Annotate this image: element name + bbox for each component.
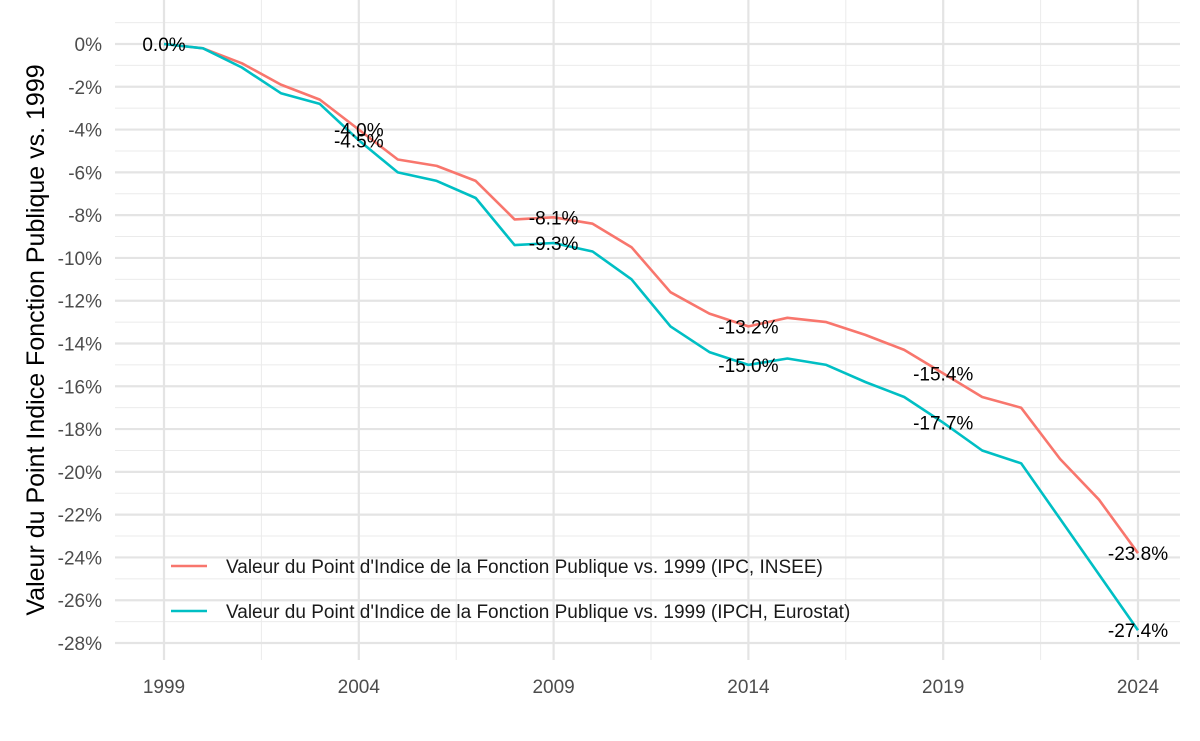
data-label: -23.8% (1108, 544, 1168, 565)
data-label: -15.0% (718, 356, 778, 377)
y-tick-label: -20% (58, 463, 102, 484)
data-label: -27.4% (1108, 621, 1168, 642)
x-tick-label: 2004 (338, 677, 381, 698)
y-tick-label: -28% (58, 634, 102, 655)
y-tick-label: 0% (75, 35, 103, 56)
x-tick-label: 2009 (532, 677, 574, 698)
y-tick-label: -4% (68, 121, 102, 142)
x-tick-label: 2019 (922, 677, 964, 698)
y-tick-label: -8% (68, 206, 102, 227)
y-tick-label: -10% (58, 249, 102, 270)
series-line-2 (163, 42, 1140, 631)
legend-label-2: Valeur du Point d'Indice de la Fonction … (226, 602, 850, 623)
data-label: 0.0% (142, 35, 185, 56)
major-gridlines (115, 0, 1180, 660)
y-axis-ticks: 0% -2% -4% -6% -8% -10% -12% -14% -16% -18% -20% -2… (58, 35, 102, 655)
x-tick-label: 2024 (1117, 677, 1160, 698)
y-tick-label: -24% (58, 548, 102, 569)
data-label: -15.4% (913, 364, 973, 385)
data-labels: 0.0% -4.0%-4.5% -8.1% -9.3% -13.2% -15.0% -15.… (142, 35, 1168, 642)
legend-label-1: Valeur du Point d'Indice de la Fonction … (226, 557, 823, 578)
x-tick-label: 2014 (727, 677, 770, 698)
series-line-1 (163, 42, 1140, 554)
data-label: -4.5% (334, 131, 384, 152)
y-tick-label: -26% (58, 591, 102, 612)
legend: Valeur du Point d'Indice de la Fonction … (171, 557, 850, 623)
y-tick-label: -16% (58, 377, 102, 398)
data-label: -4.0% (334, 121, 384, 142)
series-lines (163, 42, 1140, 631)
y-tick-label: -6% (68, 163, 102, 184)
data-label: -17.7% (913, 414, 973, 435)
y-tick-label: -22% (58, 506, 102, 527)
y-tick-label: -2% (68, 78, 102, 99)
x-axis-ticks: 1999 2004 2009 2014 2019 2024 (143, 677, 1160, 698)
data-label: -13.2% (718, 317, 778, 338)
y-tick-label: -14% (58, 335, 102, 356)
y-tick-label: -18% (58, 420, 102, 441)
y-tick-label: -12% (58, 292, 102, 313)
y-axis-label: Valeur du Point Indice Fonction Publique… (22, 64, 50, 615)
minor-gridlines (115, 0, 1180, 660)
data-label: -9.3% (529, 234, 579, 255)
data-label: -8.1% (529, 208, 579, 229)
x-tick-label: 1999 (143, 677, 185, 698)
